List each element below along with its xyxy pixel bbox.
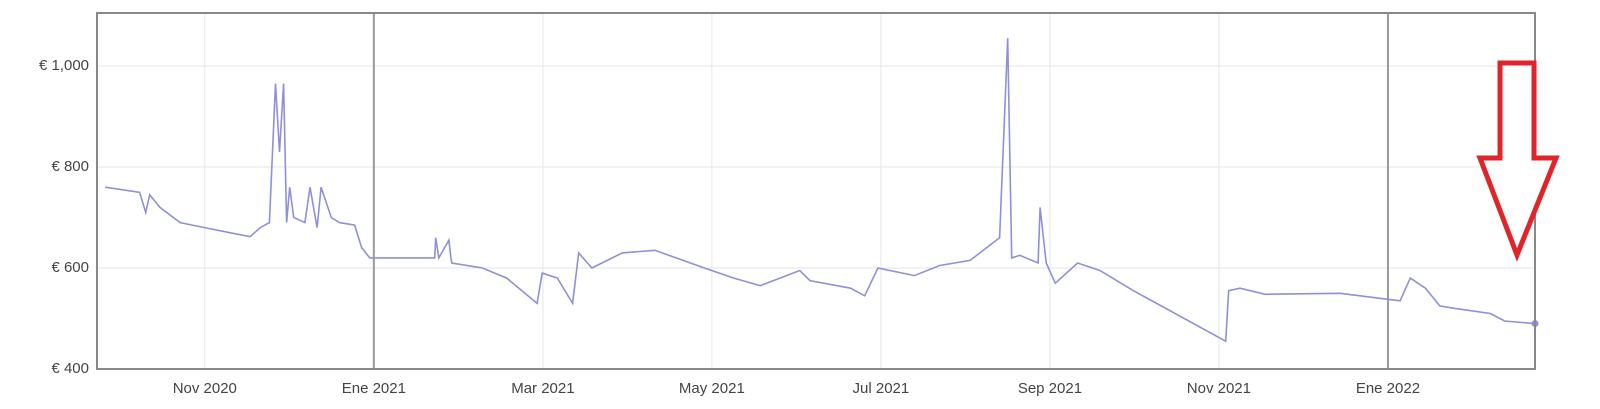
y-tick-label: € 800 [51,158,89,175]
grid [97,13,1535,370]
x-tick-label: Jul 2021 [853,380,910,397]
x-tick-label: Mar 2021 [511,380,574,397]
x-tick-label: Nov 2021 [1187,380,1251,397]
marks [104,38,1539,343]
y-tick-label: € 1,000 [39,57,89,74]
x-tick-label: Ene 2022 [1356,380,1420,397]
y-tick-label: € 400 [51,360,89,377]
y-tick-label: € 600 [51,259,89,276]
x-tick-label: Nov 2020 [173,380,237,397]
arrow-annotation [1476,60,1560,262]
x-tick-label: May 2021 [679,380,745,397]
x-tick-label: Ene 2021 [342,380,406,397]
x-tick-label: Sep 2021 [1018,380,1082,397]
price-line [104,38,1536,343]
